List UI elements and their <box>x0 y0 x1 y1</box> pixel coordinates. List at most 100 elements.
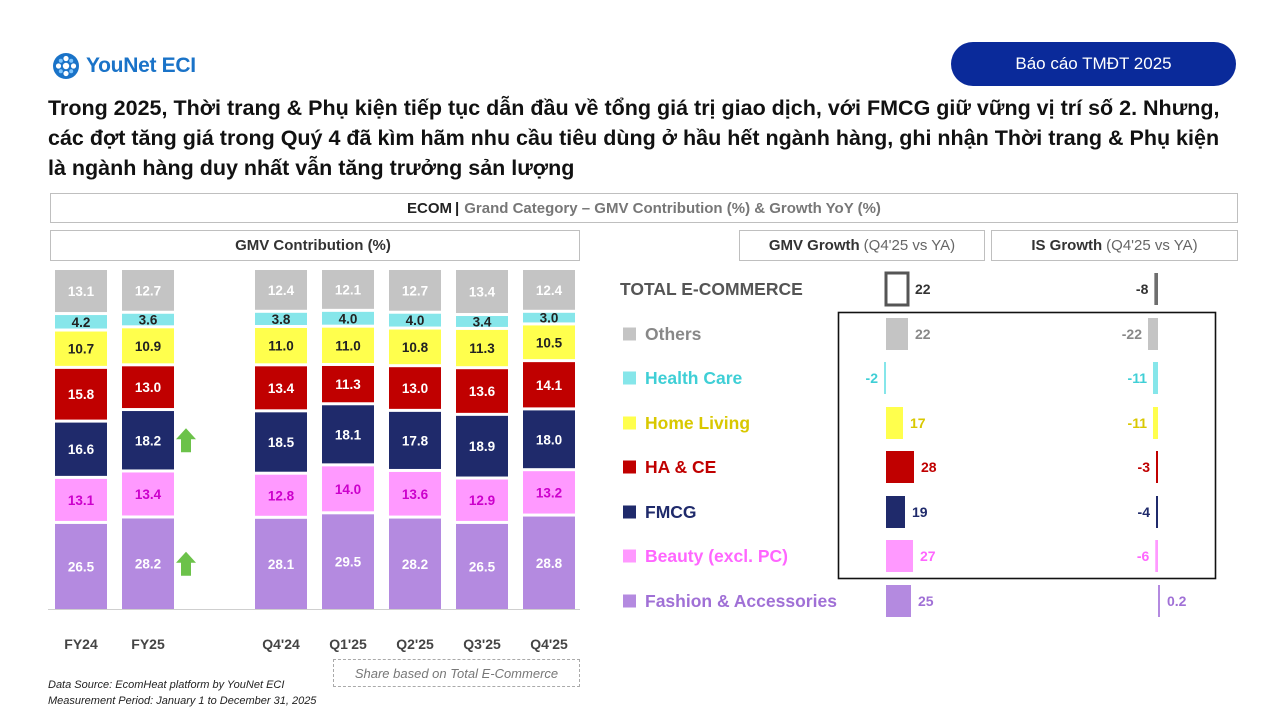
bar-label-fmcg-q4-24: 18.5 <box>268 435 295 450</box>
category-label-q4-24: Q4'24 <box>262 636 300 652</box>
bar-label-beauty-excl-pc-fy24: 13.1 <box>68 493 95 508</box>
bar-home-living-q4-24 <box>255 328 307 364</box>
bar-health-care-fy25 <box>122 313 174 326</box>
bar-label-others-fy25: 12.7 <box>135 283 161 298</box>
category-label-fy24: FY24 <box>64 636 98 652</box>
bar-label-fashion-accessories-fy24: 26.5 <box>68 559 95 574</box>
bar-beauty-excl-pc-q1-25 <box>322 466 374 512</box>
bar-beauty-excl-pc-q3-25 <box>456 479 508 521</box>
is-growth-label-ha-ce: -3 <box>1138 459 1151 475</box>
bar-label-home-living-fy24: 10.7 <box>68 342 94 357</box>
is-growth-bar-total-e-commerce <box>1154 273 1158 305</box>
legend-label-fmcg: FMCG <box>645 502 697 522</box>
legend-swatch-ha-ce <box>623 460 636 474</box>
bar-label-fashion-accessories-fy25: 28.2 <box>135 557 161 572</box>
bar-beauty-excl-pc-q2-25 <box>389 471 441 516</box>
bar-label-others-q4-24: 12.4 <box>268 283 295 298</box>
bar-health-care-q4-25 <box>523 312 575 323</box>
bar-label-beauty-excl-pc-q1-25: 14.0 <box>335 482 361 497</box>
is-growth-label-total-e-commerce: -8 <box>1136 281 1149 297</box>
is-growth-label-home-living: -11 <box>1128 415 1148 431</box>
bar-label-ha-ce-q4-24: 13.4 <box>268 381 295 396</box>
bar-label-fmcg-fy25: 18.2 <box>135 433 161 448</box>
bar-fashion-accessories-q1-25 <box>322 514 374 609</box>
is-growth-label-beauty-excl-pc: -6 <box>1137 548 1150 564</box>
bar-beauty-excl-pc-q4-24 <box>255 474 307 516</box>
logo-icon <box>53 53 79 79</box>
bar-health-care-q1-25 <box>322 311 374 325</box>
is-growth-bar-fashion-accessories <box>1158 585 1160 617</box>
bar-label-ha-ce-q2-25: 13.0 <box>402 381 428 396</box>
bar-label-fashion-accessories-q2-25: 28.2 <box>402 557 428 572</box>
bar-label-fashion-accessories-q4-24: 28.1 <box>268 557 295 572</box>
bar-fmcg-q3-25 <box>456 415 508 477</box>
gmv-growth-bar-health-care <box>884 362 886 394</box>
bar-label-fashion-accessories-q3-25: 26.5 <box>469 559 496 574</box>
bar-label-ha-ce-q3-25: 13.6 <box>469 384 496 399</box>
contribution-header: GMV Contribution (%) <box>50 230 580 261</box>
legend-label-beauty-excl-pc: Beauty (excl. PC) <box>645 546 788 566</box>
chart-title-rest: Grand Category – GMV Contribution (%) & … <box>464 199 881 217</box>
measurement-period-note: Measurement Period: January 1 to Decembe… <box>48 695 317 707</box>
bar-label-beauty-excl-pc-q4-24: 12.8 <box>268 488 295 503</box>
bar-label-beauty-excl-pc-fy25: 13.4 <box>135 487 162 502</box>
bar-home-living-q4-25 <box>523 325 575 360</box>
category-label-q2-25: Q2'25 <box>396 636 434 652</box>
bar-label-others-fy24: 13.1 <box>68 284 95 299</box>
gmv-growth-label-others: 22 <box>915 326 931 342</box>
is-growth-bar-fmcg <box>1156 496 1158 528</box>
is-growth-bar-health-care <box>1153 362 1158 394</box>
bar-others-q2-25 <box>389 270 441 311</box>
bar-health-care-q2-25 <box>389 313 441 327</box>
gmv-growth-label-health-care: -2 <box>866 370 879 386</box>
bar-label-health-care-q3-25: 3.4 <box>473 314 492 329</box>
bar-label-beauty-excl-pc-q3-25: 12.9 <box>469 493 495 508</box>
bar-fmcg-q4-24 <box>255 412 307 472</box>
legend-label-others: Others <box>645 324 702 344</box>
bar-label-fashion-accessories-q4-25: 28.8 <box>536 556 563 571</box>
legend-swatch-home-living <box>623 416 636 430</box>
share-note: Share based on Total E-Commerce <box>333 659 580 687</box>
bar-label-home-living-q4-25: 10.5 <box>536 335 563 350</box>
bar-label-beauty-excl-pc-q4-25: 13.2 <box>536 485 562 500</box>
bar-label-others-q3-25: 13.4 <box>469 285 496 300</box>
legend-label-home-living: Home Living <box>645 413 750 433</box>
bar-label-others-q1-25: 12.1 <box>335 282 362 297</box>
bar-label-home-living-q2-25: 10.8 <box>402 340 429 355</box>
brand-logo: YouNet ECI <box>52 52 196 80</box>
bar-home-living-q3-25 <box>456 329 508 367</box>
is-growth-header-strong: IS Growth <box>1031 237 1103 254</box>
bar-label-fmcg-q2-25: 17.8 <box>402 433 429 448</box>
bar-beauty-excl-pc-fy24 <box>55 478 107 521</box>
bar-home-living-q2-25 <box>389 329 441 365</box>
gmv-growth-label-beauty-excl-pc: 27 <box>920 548 936 564</box>
bar-fmcg-fy24 <box>55 422 107 476</box>
legend-label-health-care: Health Care <box>645 368 743 388</box>
legend-swatch-health-care <box>623 371 636 385</box>
bar-others-q1-25 <box>322 270 374 309</box>
gmv-growth-header-light: (Q4'25 vs YA) <box>863 237 956 254</box>
gmv-growth-bar-fashion-accessories <box>886 585 911 617</box>
gmv-growth-label-fmcg: 19 <box>912 504 928 520</box>
is-growth-bar-others <box>1148 318 1158 350</box>
legend-label-ha-ce: HA & CE <box>645 457 716 477</box>
bar-fashion-accessories-q4-24 <box>255 518 307 609</box>
gmv-growth-bar-total-e-commerce <box>884 271 910 307</box>
bar-others-q4-24 <box>255 270 307 310</box>
bar-label-others-q2-25: 12.7 <box>402 283 428 298</box>
legend-swatch-others <box>623 327 636 341</box>
legend-label-total-e-commerce: TOTAL E-COMMERCE <box>620 279 803 299</box>
legend-swatch-fmcg <box>623 505 636 519</box>
bar-label-home-living-q1-25: 11.0 <box>335 338 361 353</box>
gmv-growth-label-fashion-accessories: 25 <box>918 593 934 609</box>
gmv-growth-label-home-living: 17 <box>910 415 926 431</box>
data-source-note: Data Source: EcomHeat platform by YouNet… <box>48 679 285 691</box>
bar-fashion-accessories-q4-25 <box>523 516 575 609</box>
is-growth-label-health-care: -11 <box>1128 370 1148 386</box>
up-arrow-icon-fashion-accessories <box>176 551 196 576</box>
is-growth-bar-beauty-excl-pc <box>1155 540 1158 572</box>
bar-label-fmcg-q1-25: 18.1 <box>335 427 362 442</box>
is-growth-label-fashion-accessories: 0.2 <box>1167 593 1187 609</box>
bar-ha-ce-q3-25 <box>456 369 508 413</box>
gmv-growth-bar-ha-ce <box>886 451 914 483</box>
